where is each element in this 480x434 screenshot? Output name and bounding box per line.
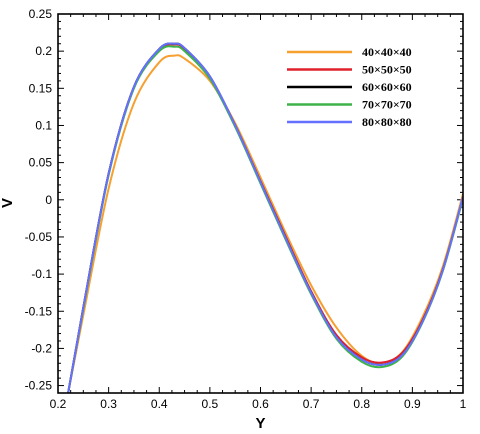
plot-frame [57, 13, 464, 394]
x-tick-label: 1 [460, 397, 467, 411]
x-tick-label: 0.7 [303, 397, 320, 411]
legend-label: 80×80×80 [362, 115, 412, 129]
y-tick-label: 0 [45, 193, 52, 207]
x-tick-label: 0.2 [50, 397, 67, 411]
y-tick-label: 0.25 [29, 7, 53, 21]
legend-label: 60×60×60 [362, 80, 412, 94]
x-tick-label: 0.3 [100, 397, 117, 411]
x-tick-label: 0.9 [404, 397, 421, 411]
x-tick-label: 0.5 [202, 397, 219, 411]
y-tick-label: -0.25 [25, 379, 53, 393]
y-tick-label: -0.05 [25, 230, 53, 244]
x-tick-label: 0.8 [353, 397, 370, 411]
series-line-3 [67, 42, 463, 393]
legend-label: 50×50×50 [362, 63, 412, 77]
y-tick-label: 0.1 [35, 118, 52, 132]
y-tick-label: -0.2 [31, 341, 52, 355]
x-axis-title: Y [255, 415, 265, 432]
series-line-5 [67, 42, 463, 393]
axis-ticks: 0.2 0.3 0.4 0.5 0.6 0.7 0.8 0.9 1 0.25 0.2 0.15 0.1 0… [25, 7, 467, 411]
legend-label: 70×70×70 [362, 98, 412, 112]
x-tick-label: 0.6 [252, 397, 269, 411]
y-tick-label: -0.15 [25, 304, 53, 318]
legend: 40×40×40 50×50×50 60×60×60 70×70×70 80×80×80 [287, 45, 412, 129]
x-tick-label: 0.4 [151, 397, 168, 411]
y-tick-label: -0.1 [31, 267, 52, 281]
series-lines [67, 42, 463, 393]
y-tick-label: 0.15 [29, 81, 53, 95]
y-axis-title: V [0, 198, 16, 208]
legend-label: 40×40×40 [362, 45, 412, 59]
y-tick-label: 0.05 [29, 156, 53, 170]
y-tick-label: 0.2 [35, 44, 52, 58]
